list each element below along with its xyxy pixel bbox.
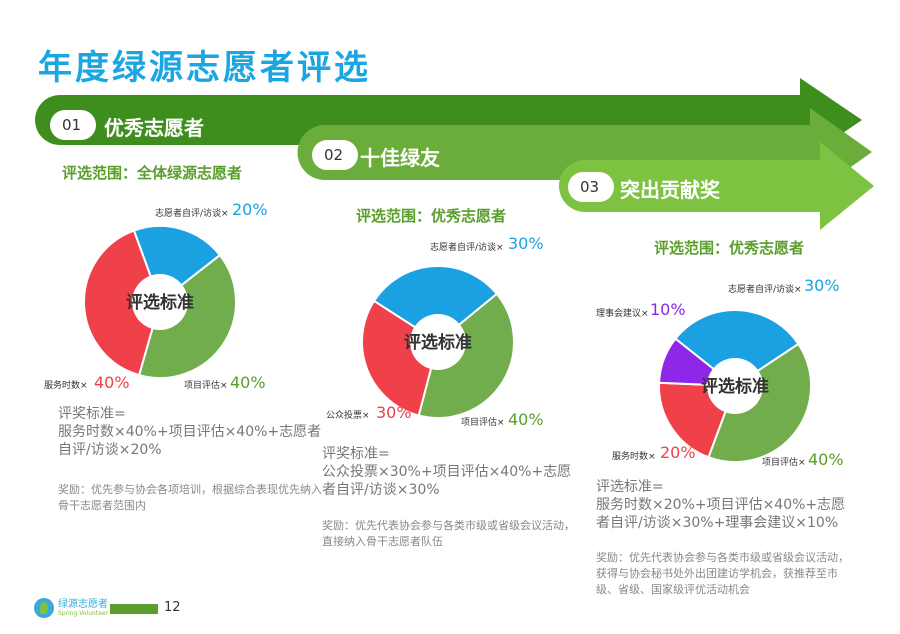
category-1-donut-chart: 评选标准 [83,225,237,379]
category-3-donut-chart: 评选标准 [658,309,812,463]
brand-logo: 绿源志愿者 Spring Volunteer [34,598,108,618]
c3-seg2-pct: 40% [808,450,844,469]
category-3-name: 突出贡献奖 [620,178,720,202]
category-1-number-pill: 01 [50,110,96,140]
logo-leaf-icon [34,598,54,618]
logo-chinese-text: 绿源志愿者 [58,598,108,610]
c2-seg1-label: 志愿者自评/访谈× [430,243,504,253]
c3-seg3-pct: 20% [660,443,696,462]
donut-3-slice-1 [674,309,800,388]
donut-1-hole [132,274,188,330]
c1-seg3-label: 服务时数× [44,381,88,391]
category-2-name: 十佳绿友 [360,146,440,170]
category-2-scope: 评选范围：优秀志愿者 [356,207,507,225]
donut-2-slice-1 [372,265,499,344]
logo-english-text: Spring Volunteer [58,609,109,617]
c2-seg2-pct: 40% [508,410,544,429]
donut-1-slice-3 [83,229,162,377]
category-2-number-pill: 02 [312,140,358,170]
c1-seg1-pct: 20% [232,200,268,219]
category-3-formula: 评选标准= 服务时数×20%+项目评估×40%+志愿者自评/访谈×30%+理事会… [596,478,854,532]
c1-seg3-pct: 40% [94,373,130,392]
donut-3-slice-2 [707,342,812,463]
c3-seg3-label: 服务时数× [612,452,656,462]
c2-seg1-pct: 30% [508,234,544,253]
donut-2-slice-3 [361,299,440,417]
donut-1-slice-2 [137,253,237,379]
category-3-formula-title: 评选标准= [596,479,664,495]
category-1-scope: 评选范围：全体绿源志愿者 [62,164,243,182]
category-1-name: 优秀志愿者 [104,116,204,140]
c3-seg4-pct: 10% [650,300,686,319]
category-3-formula-text: 服务时数×20%+项目评估×40%+志愿者自评/访谈×30%+理事会建议×10% [596,497,846,531]
c1-seg2-pct: 40% [230,373,266,392]
category-2-donut-chart: 评选标准 [361,265,515,419]
donut-3-center-label: 评选标准 [701,376,769,397]
c2-seg2-label: 项目评估× [461,418,505,428]
c1-seg2-label: 项目评估× [184,381,228,391]
donut-1-center-label: 评选标准 [126,292,194,313]
donut-3-hole [707,358,763,414]
category-1-number: 01 [62,116,82,134]
c1-seg1-label: 志愿者自评/访谈× [155,209,229,219]
page-number: 12 [164,600,181,615]
category-3-number: 03 [580,178,600,196]
page-title: 年度绿源志愿者评选 [38,48,371,88]
c3-seg4-label: 理事会建议× [596,309,649,319]
category-2-reward: 奖励：优先代表协会参与各类市级或省级会议活动，直接纳入骨干志愿者队伍 [322,519,575,548]
arrow-band-3 [559,142,874,230]
donut-2-hole [410,314,466,370]
donut-2-center-label: 评选标准 [404,332,472,353]
category-3-reward: 奖励：优先代表协会参与各类市级或省级会议活动，获得与协会秘书处外出团建访学机会，… [596,551,849,596]
c2-seg3-label: 公众投票× [326,411,370,421]
c3-seg1-pct: 30% [804,276,840,295]
category-3-scope: 评选范围：优秀志愿者 [654,239,805,257]
donut-2-slice-2 [417,292,515,419]
category-2-formula-title: 评奖标准= [322,446,390,462]
category-1-reward: 奖励：优先参与协会各项培训，根据综合表现优先纳入骨干志愿者范围内 [58,483,322,512]
category-1-formula-title: 评奖标准= [58,406,126,422]
c2-seg3-pct: 30% [376,403,412,422]
category-3-number-pill: 03 [568,172,614,202]
category-1-formula-text: 服务时数×40%+项目评估×40%+志愿者自评/访谈×20% [58,424,322,458]
category-2-formula: 评奖标准= 公众投票×30%+项目评估×40%+志愿者自评/访谈×30% [322,445,584,499]
page-bar-decoration [110,604,158,614]
c3-seg1-label: 志愿者自评/访谈× [728,285,802,295]
category-1-formula: 评奖标准= 服务时数×40%+项目评估×40%+志愿者自评/访谈×20% [58,405,323,459]
category-2-formula-text: 公众投票×30%+项目评估×40%+志愿者自评/访谈×30% [322,464,572,498]
category-2-number: 02 [324,146,344,164]
c3-seg2-label: 项目评估× [762,458,806,468]
